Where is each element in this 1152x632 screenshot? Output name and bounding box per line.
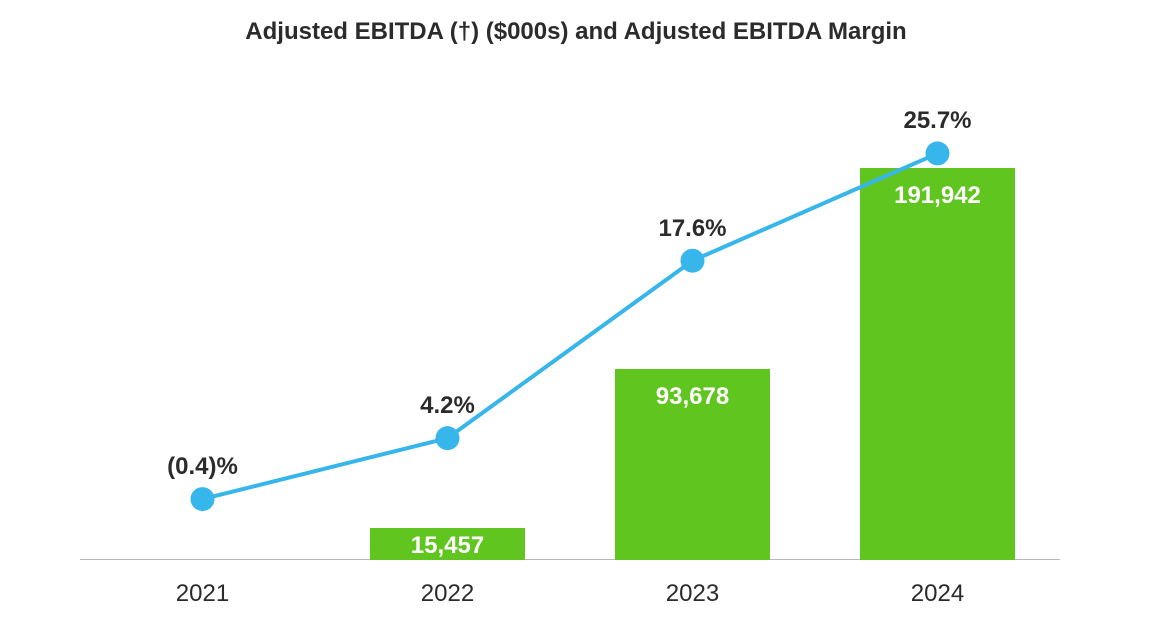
x-label-2023: 2023 (666, 580, 719, 608)
margin-point-2021 (191, 487, 215, 511)
margin-line-layer (80, 70, 1060, 560)
x-label-2022: 2022 (421, 580, 474, 608)
x-label-2021: 2021 (176, 580, 229, 608)
chart-title: Adjusted EBITDA (†) ($000s) and Adjusted… (0, 18, 1152, 46)
margin-label-2021: (0.4)% (167, 453, 238, 481)
margin-label-2023: 17.6% (658, 215, 726, 243)
margin-line (203, 153, 938, 499)
plot-area: 202115,457202293,6782023191,9422024(0.4)… (80, 70, 1060, 560)
margin-point-2022 (436, 426, 460, 450)
x-label-2024: 2024 (911, 580, 964, 608)
ebitda-chart: Adjusted EBITDA (†) ($000s) and Adjusted… (0, 0, 1152, 632)
margin-point-2024 (926, 141, 950, 165)
margin-label-2024: 25.7% (903, 107, 971, 135)
margin-label-2022: 4.2% (420, 392, 475, 420)
margin-point-2023 (681, 249, 705, 273)
